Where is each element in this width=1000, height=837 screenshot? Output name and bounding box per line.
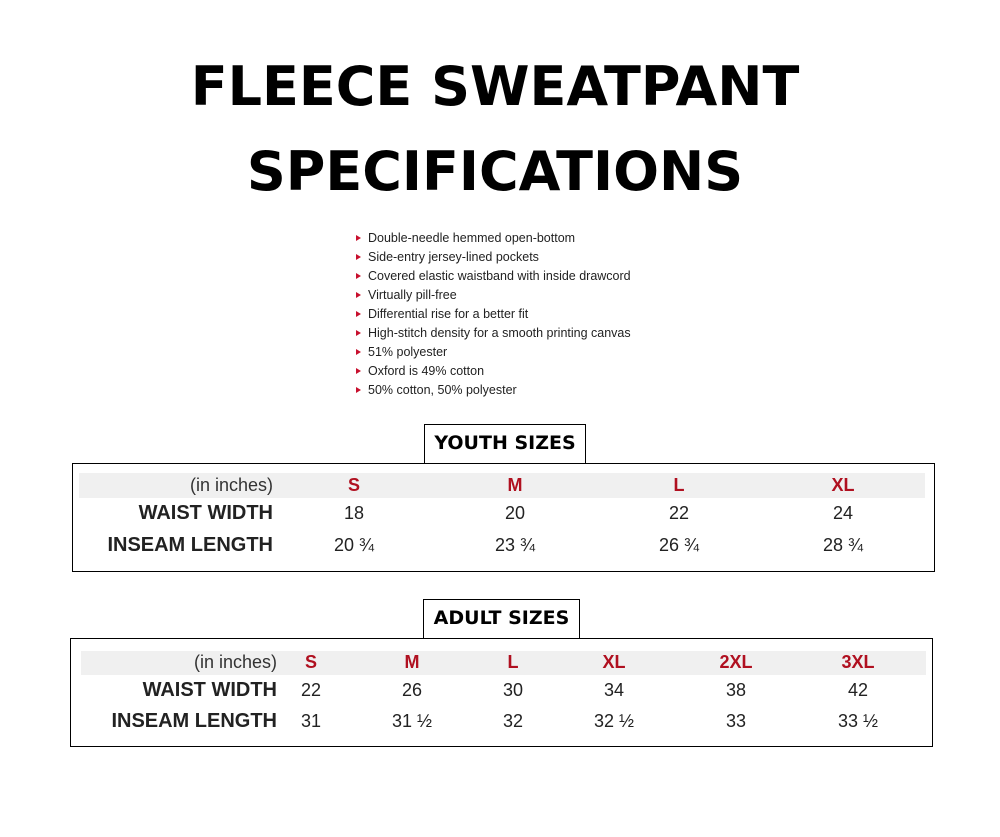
table-cell: 24 (832, 503, 854, 523)
header-band (81, 651, 926, 675)
unit-label: (in inches) (189, 475, 273, 495)
feature-text: High-stitch density for a smooth printin… (368, 326, 631, 340)
table-cell: 26 (401, 680, 423, 700)
table-cell: 42 (847, 680, 869, 700)
youth-sizes-heading: YOUTH SIZES (424, 424, 586, 464)
feature-text: Side-entry jersey-lined pockets (368, 250, 539, 264)
header-band (79, 473, 925, 498)
table-cell: 20 ¾ (333, 535, 375, 555)
youth-size-table: (in inches) S M L XL WAIST WIDTH 18 20 22 24 INSEA… (72, 463, 935, 572)
feature-item: Oxford is 49% cotton (356, 362, 631, 381)
size-header-m: M (507, 475, 523, 495)
adult-size-table: (in inches) S M L XL 2XL 3XL WAIST WIDTH 22 26 30 3… (70, 638, 933, 747)
feature-text: Double-needle hemmed open-bottom (368, 231, 576, 245)
bullet-arrow-icon (356, 368, 361, 374)
feature-item: Double-needle hemmed open-bottom (356, 229, 631, 248)
feature-item: High-stitch density for a smooth printin… (356, 324, 631, 343)
feature-item: Side-entry jersey-lined pockets (356, 248, 631, 267)
row-label: WAIST WIDTH (142, 679, 277, 701)
table-cell: 33 (725, 711, 747, 731)
table-cell: 18 (343, 503, 365, 523)
feature-item: Covered elastic waistband with inside dr… (356, 267, 631, 286)
table-cell: 33 ½ (837, 711, 879, 731)
feature-text: Oxford is 49% cotton (368, 364, 485, 378)
feature-text: Differential rise for a better fit (368, 307, 529, 321)
feature-text: 51% polyester (368, 345, 448, 359)
bullet-arrow-icon (356, 349, 361, 355)
unit-label: (in inches) (193, 652, 277, 672)
feature-text: 50% cotton, 50% polyester (368, 383, 517, 397)
table-cell: 23 ¾ (494, 535, 536, 555)
table-cell: 26 ¾ (658, 535, 700, 555)
size-header-l: L (507, 652, 519, 672)
table-cell: 31 ½ (391, 711, 433, 731)
size-header-s: S (347, 475, 361, 495)
size-header-m: M (404, 652, 420, 672)
table-cell: 38 (725, 680, 747, 700)
feature-text: Covered elastic waistband with inside dr… (368, 269, 631, 283)
table-cell: 20 (504, 503, 526, 523)
feature-item: 51% polyester (356, 343, 631, 362)
table-cell: 28 ¾ (822, 535, 864, 555)
page-title-line-1: FLEECE SWEATPANT (190, 55, 800, 118)
row-label: INSEAM LENGTH (107, 534, 273, 556)
bullet-arrow-icon (356, 330, 361, 336)
bullet-arrow-icon (356, 292, 361, 298)
table-cell: 32 (502, 711, 524, 731)
size-header-3xl: 3XL (841, 652, 875, 672)
adult-sizes-heading: ADULT SIZES (423, 599, 580, 639)
size-header-s: S (304, 652, 318, 672)
size-header-l: L (673, 475, 685, 495)
table-cell: 31 (300, 711, 322, 731)
feature-list: Double-needle hemmed open-bottom Side-ent… (356, 229, 631, 400)
bullet-arrow-icon (356, 273, 361, 279)
table-cell: 30 (502, 680, 524, 700)
feature-item: Virtually pill-free (356, 286, 631, 305)
table-cell: 32 ½ (593, 711, 635, 731)
size-header-xl: XL (602, 652, 626, 672)
bullet-arrow-icon (356, 311, 361, 317)
table-cell: 22 (668, 503, 690, 523)
bullet-arrow-icon (356, 235, 361, 241)
table-cell: 22 (300, 680, 322, 700)
page-title-line-2: SPECIFICATIONS (246, 140, 744, 203)
bullet-arrow-icon (356, 387, 361, 393)
feature-text: Virtually pill-free (368, 288, 457, 302)
feature-item: Differential rise for a better fit (356, 305, 631, 324)
row-label: WAIST WIDTH (138, 502, 273, 524)
size-header-2xl: 2XL (719, 652, 753, 672)
row-label: INSEAM LENGTH (111, 710, 277, 732)
table-cell: 34 (603, 680, 625, 700)
feature-item: 50% cotton, 50% polyester (356, 381, 631, 400)
bullet-arrow-icon (356, 254, 361, 260)
size-header-xl: XL (831, 475, 855, 495)
